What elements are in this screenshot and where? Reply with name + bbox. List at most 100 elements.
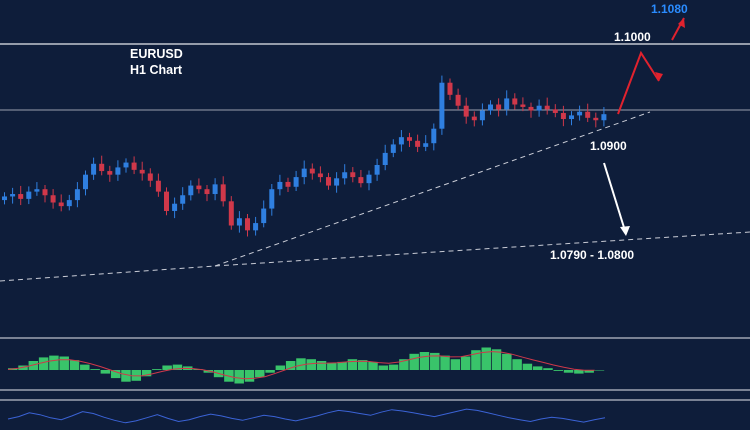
candle-body — [245, 218, 250, 231]
candle-body — [99, 163, 105, 172]
chart-subtitle: H1 Chart — [130, 63, 183, 77]
candle-body — [455, 94, 461, 106]
macd-bar — [316, 361, 327, 370]
candle-body — [439, 82, 445, 129]
macd-bar — [285, 361, 296, 370]
candle-body — [261, 208, 267, 224]
macd-bar — [90, 369, 100, 370]
macd-bar — [491, 349, 502, 370]
candle-body — [285, 181, 291, 187]
macd-bar — [553, 370, 564, 371]
macd-bar — [563, 370, 574, 373]
candle-body — [593, 117, 599, 121]
candle-body — [172, 203, 178, 211]
macd-bar — [399, 359, 409, 370]
macd-bar — [162, 365, 172, 370]
candle-body — [220, 184, 226, 202]
candle-body — [301, 168, 307, 178]
macd-bar — [471, 350, 481, 370]
candle-body — [382, 152, 388, 165]
candle-body — [204, 189, 210, 195]
candle-body — [423, 143, 429, 147]
price-label-1.1000: 1.1000 — [614, 30, 651, 44]
candle-body — [83, 174, 88, 190]
macd-bar — [141, 370, 152, 377]
candle-body — [350, 172, 356, 178]
macd-bar — [512, 359, 522, 370]
macd-bar — [80, 364, 90, 370]
bearish-forecast-arrow — [603, 162, 630, 236]
macd-bar — [357, 360, 368, 370]
macd-bar — [430, 352, 440, 370]
candle-body — [107, 171, 113, 175]
macd-bar — [347, 359, 358, 370]
candle-body — [569, 115, 574, 120]
macd-bar — [275, 365, 286, 370]
macd-bar — [584, 370, 594, 373]
candle-body — [390, 144, 396, 153]
candle-body — [471, 116, 477, 121]
candle-body — [155, 180, 161, 192]
candle-body — [115, 167, 121, 175]
candle-body — [58, 202, 64, 207]
candle-body — [479, 110, 485, 121]
candle-body — [277, 181, 283, 190]
macd-bar — [419, 352, 430, 370]
macd-bar — [121, 370, 131, 382]
candle-body — [66, 200, 72, 207]
chart-title: EURUSD — [130, 47, 183, 61]
macd-bar — [532, 366, 543, 370]
candle-body — [374, 165, 380, 175]
macd-bar — [440, 355, 450, 370]
macd-bar — [69, 360, 80, 370]
candle-body — [560, 112, 566, 120]
macd-bar — [450, 359, 461, 370]
macd-bar — [110, 370, 121, 379]
macd-bar — [255, 370, 265, 378]
macd-signal-line — [7, 351, 595, 380]
candlestick-series — [2, 75, 607, 237]
macd-bar — [543, 368, 553, 370]
candle-body — [228, 201, 234, 226]
candle-body — [236, 218, 242, 226]
candle-body — [269, 189, 275, 209]
candle-body — [528, 106, 534, 111]
candle-body — [188, 185, 194, 196]
macd-bar — [59, 356, 69, 370]
macd-bar — [172, 364, 183, 370]
macd-histogram — [7, 347, 605, 384]
candle-body — [585, 111, 591, 118]
macd-bar — [368, 361, 378, 370]
candle-body — [488, 104, 493, 111]
macd-bar — [234, 370, 244, 384]
candle-body — [447, 82, 453, 95]
candle-body — [577, 111, 583, 116]
candle-body — [326, 177, 331, 186]
macd-bar — [594, 370, 605, 371]
macd-bar — [152, 369, 162, 370]
macd-bar — [306, 359, 316, 370]
candle-body — [398, 137, 404, 145]
macd-bar — [460, 356, 471, 370]
candle-body — [309, 168, 315, 174]
candle-body — [91, 163, 97, 175]
macd-bar — [100, 370, 111, 374]
candle-body — [496, 104, 502, 110]
candle-body — [317, 173, 323, 178]
candle-body — [520, 104, 526, 107]
macd-bar — [378, 365, 389, 370]
macd-bar — [481, 347, 491, 370]
candle-body — [164, 191, 169, 211]
candle-body — [42, 189, 48, 196]
candle-body — [26, 191, 32, 199]
candle-body — [131, 162, 137, 170]
candle-body — [212, 184, 218, 195]
price-label-1.0900: 1.0900 — [590, 139, 627, 153]
macd-bar — [522, 363, 533, 370]
macd-bar — [296, 358, 306, 370]
macd-bar — [388, 364, 399, 370]
candle-body — [10, 194, 16, 197]
